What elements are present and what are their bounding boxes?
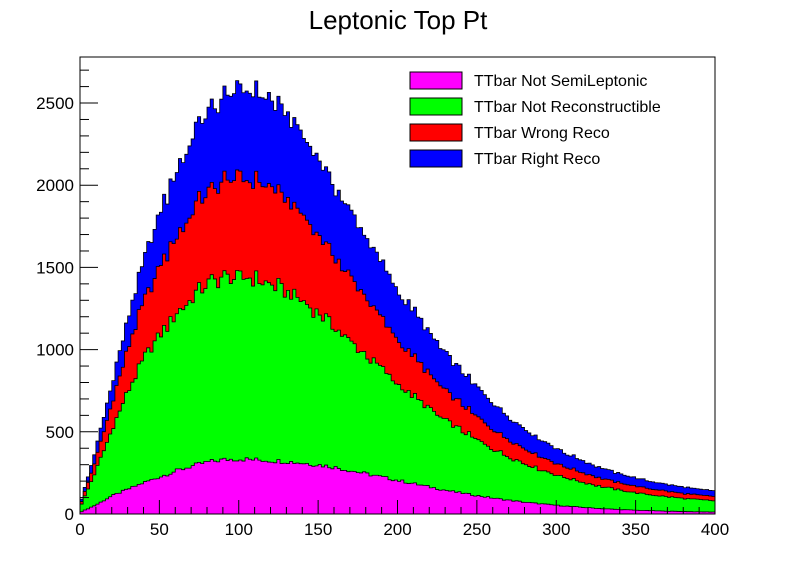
x-tick-label: 200 [383, 520, 411, 539]
y-tick-label: 0 [65, 505, 74, 524]
axes: 0 50 100 150 200 250 300 350 400 0 500 1000 1500 2000… [36, 69, 729, 539]
legend-label: TTbar Not Reconstructible [474, 99, 661, 116]
legend-label: TTbar Right Reco [474, 151, 600, 168]
legend-label: TTbar Wrong Reco [474, 125, 610, 142]
x-tick-label: 300 [542, 520, 570, 539]
x-tick-label: 150 [304, 520, 332, 539]
legend-swatch [409, 97, 463, 116]
x-tick-label: 0 [75, 520, 84, 539]
y-tick-label: 2000 [36, 176, 74, 195]
x-tick-label: 50 [150, 520, 169, 539]
legend-label: TTbar Not SemiLeptonic [474, 73, 647, 90]
legend-swatch [409, 71, 463, 90]
x-tick-label: 400 [701, 520, 729, 539]
y-tick-label: 1000 [36, 341, 74, 360]
y-tick-label: 500 [46, 423, 74, 442]
legend: TTbar Not SemiLeptonic TTbar Not Reconstr… [398, 66, 698, 174]
y-tick-label: 1500 [36, 258, 74, 277]
chart-title: Leptonic Top Pt [309, 5, 489, 35]
legend-swatch [409, 149, 463, 168]
x-tick-label: 100 [225, 520, 253, 539]
area-series-0 [79, 457, 716, 515]
legend-swatch [409, 123, 463, 142]
x-tick-label: 250 [463, 520, 491, 539]
area-series-1 [79, 270, 716, 515]
stacked-areas [79, 80, 716, 515]
y-tick-label: 2500 [36, 94, 74, 113]
x-tick-label: 350 [621, 520, 649, 539]
